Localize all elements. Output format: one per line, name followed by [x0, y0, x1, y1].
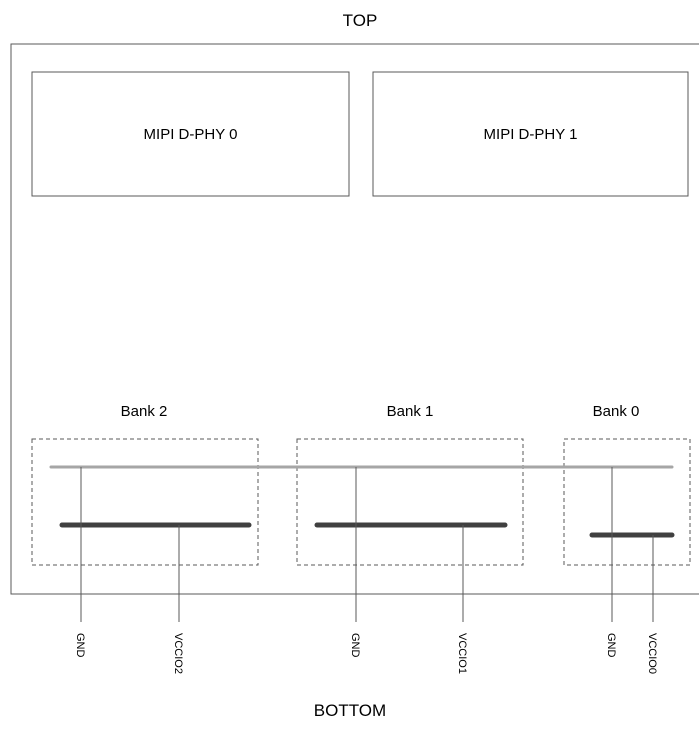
bank-1-vccio-pin-label: VCCIO1	[456, 633, 468, 674]
bank-1-gnd-pin-label: GND	[349, 633, 361, 658]
bank-0-gnd-pin-label: GND	[605, 633, 617, 658]
bank-0-boundary	[563, 438, 691, 566]
mipi-dphy-0-label: MIPI D-PHY 0	[144, 126, 238, 143]
bank-2-boundary	[31, 438, 259, 566]
bank-2-label: Bank 2	[121, 403, 168, 420]
bank-0-vccio-pin-label: VCCIO0	[646, 633, 658, 674]
mipi-dphy-1-label: MIPI D-PHY 1	[484, 126, 578, 143]
bank-0-label: Bank 0	[593, 403, 640, 420]
device-outline	[10, 43, 699, 595]
top-edge-label: TOP	[343, 11, 378, 30]
mipi-dphy-block-0: MIPI D-PHY 0	[31, 71, 350, 197]
bank-2-vccio-pin-label: VCCIO2	[172, 633, 184, 674]
mipi-dphy-block-1: MIPI D-PHY 1	[372, 71, 689, 197]
bank-1-boundary	[296, 438, 524, 566]
bank-1-label: Bank 1	[387, 403, 434, 420]
bottom-edge-label: BOTTOM	[314, 701, 386, 720]
bank-2-gnd-pin-label: GND	[74, 633, 86, 658]
